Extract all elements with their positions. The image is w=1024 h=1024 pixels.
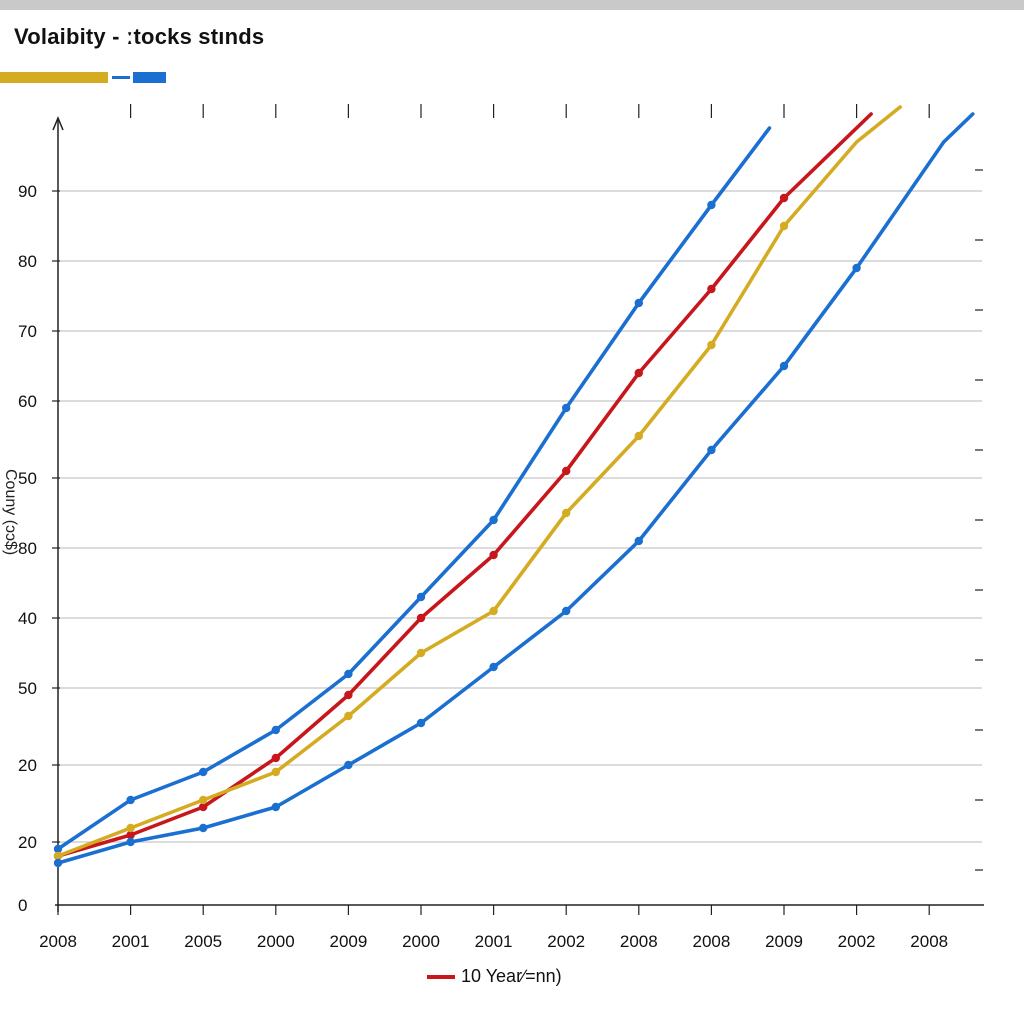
data-point	[562, 466, 571, 476]
data-point	[271, 767, 280, 777]
x-tick-label: 2008	[910, 932, 948, 951]
y-tick-label: 40	[18, 609, 37, 628]
x-tick-label: 2001	[475, 932, 513, 951]
y-tick-label: 80	[18, 252, 37, 271]
series-line-1	[56, 126, 772, 851]
data-point	[489, 606, 498, 616]
data-point	[562, 508, 571, 518]
y-tick-label: 20	[18, 756, 37, 775]
data-point	[126, 823, 135, 833]
bottom-legend: 10 Year∕=nn)	[427, 966, 562, 987]
data-point	[562, 403, 571, 413]
data-point	[489, 662, 498, 672]
series-line-3	[56, 105, 902, 858]
data-point	[344, 711, 353, 721]
y-tick-label: 50	[18, 469, 37, 488]
data-point	[126, 837, 135, 847]
data-point	[344, 760, 353, 770]
legend-swatch-blue-line	[112, 76, 130, 79]
y-tick-label: 20	[18, 833, 37, 852]
data-point	[199, 823, 208, 833]
x-tick-label: 2008	[692, 932, 730, 951]
data-point	[416, 613, 426, 623]
data-point	[271, 725, 280, 735]
data-point	[199, 767, 208, 777]
legend-label: 10 Year∕=nn)	[461, 966, 562, 986]
data-point	[126, 795, 135, 805]
data-point	[707, 340, 716, 350]
data-point	[344, 669, 353, 679]
y-tick-label: 70	[18, 322, 37, 341]
series-line-2	[56, 112, 873, 858]
data-point	[416, 592, 426, 602]
data-point	[634, 298, 643, 308]
data-point	[271, 753, 280, 763]
legend-swatch-blue	[133, 72, 166, 83]
data-point	[779, 221, 789, 231]
y-tick-label: 90	[18, 182, 37, 201]
data-point	[416, 718, 426, 728]
series-line-4	[56, 112, 975, 865]
x-tick-label: 2000	[257, 932, 295, 951]
x-tick-label: 2009	[329, 932, 367, 951]
data-point	[53, 858, 63, 868]
data-point	[852, 263, 861, 273]
legend-line-swatch	[427, 974, 455, 979]
data-point	[416, 648, 426, 658]
data-point	[53, 844, 63, 854]
y-tick-label: 50	[18, 679, 37, 698]
y-axis-arrow	[52, 116, 64, 131]
x-tick-label: 2002	[547, 932, 585, 951]
data-point	[199, 795, 208, 805]
data-point	[53, 851, 63, 861]
data-point	[344, 690, 353, 700]
data-point	[634, 368, 643, 378]
data-point	[707, 445, 716, 455]
x-tick-label: 2000	[402, 932, 440, 951]
data-point	[779, 361, 789, 371]
data-point	[271, 802, 280, 812]
x-tick-label: 2005	[184, 932, 222, 951]
x-tick-label: 2008	[39, 932, 77, 951]
chart-title: Volaibity - ːtocks stınds	[14, 24, 265, 49]
y-tick-label: 80	[18, 539, 37, 558]
legend-swatch-gold	[0, 72, 108, 83]
y-tick-label: 60	[18, 392, 37, 411]
data-point	[634, 536, 643, 546]
x-tick-label: 2009	[765, 932, 803, 951]
x-tick-label: 2002	[838, 932, 876, 951]
data-point	[489, 515, 498, 525]
data-point	[634, 431, 643, 441]
data-point	[126, 830, 135, 840]
data-point	[562, 606, 571, 616]
x-tick-label: 2008	[620, 932, 658, 951]
y-tick-label: 0	[18, 896, 27, 915]
data-point	[199, 802, 208, 812]
data-point	[707, 200, 716, 210]
top-band	[0, 0, 1024, 10]
data-point	[779, 193, 789, 203]
data-point	[707, 284, 716, 294]
data-point	[489, 550, 498, 560]
x-tick-label: 2001	[112, 932, 150, 951]
